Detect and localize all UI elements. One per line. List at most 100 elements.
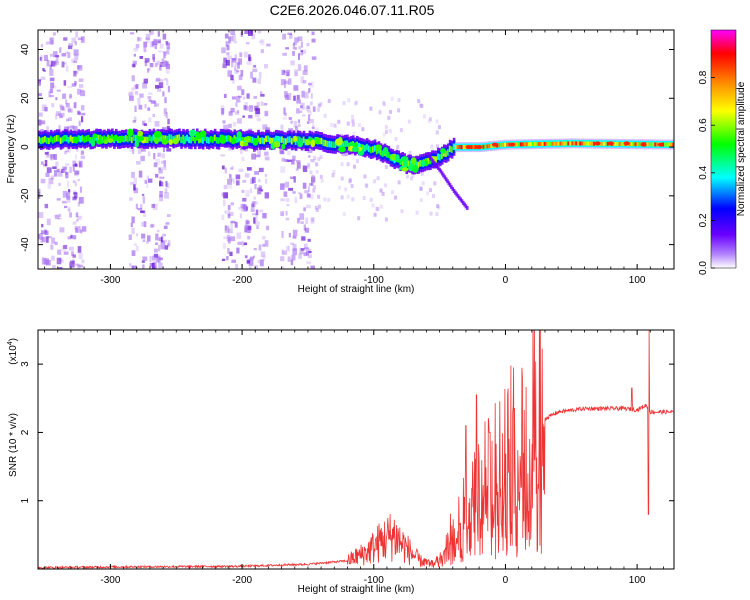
spectrogram-noise-cell <box>248 258 254 266</box>
spectrogram-noise-cell <box>57 170 63 177</box>
spectrogram-noise-cell <box>258 185 263 191</box>
spectrogram-noise-cell <box>232 122 237 127</box>
spectrogram-noise-cell <box>164 245 169 250</box>
spectrogram-noise-cell <box>65 163 70 166</box>
spectrogram-noise-cell <box>407 119 411 124</box>
spectrogram-noise-cell <box>250 188 253 193</box>
spectrogram-noise-cell <box>224 225 230 233</box>
spectrogram-noise-cell <box>56 111 61 117</box>
spectrogram-noise-cell <box>149 263 154 267</box>
spectrogram-noise-cell <box>256 225 259 229</box>
spectrogram-noise-cell <box>133 53 136 57</box>
spectrogram-noise-cell <box>64 151 67 155</box>
spectrogram-peak-blob <box>509 142 515 147</box>
spectrogram-ridge-core <box>257 135 260 142</box>
spectrogram-ridge-core <box>648 142 651 147</box>
spectrogram-ridge-core <box>296 136 300 143</box>
spectrogram-noise-cell <box>156 77 161 82</box>
spectrogram-ridge-core <box>358 143 361 150</box>
spectrogram-noise-cell <box>264 151 269 156</box>
spectrogram-noise-cell <box>299 110 303 113</box>
spectrogram-noise-cell <box>254 201 258 205</box>
spectrogram-noise-cell <box>153 253 159 258</box>
spectrogram-noise-cell <box>157 31 160 37</box>
spectrogram-noise-cell <box>75 149 79 152</box>
spectrogram-noise-cell <box>225 40 228 47</box>
spectrogram-noise-cell <box>288 117 292 120</box>
spectrogram-ridge-core <box>399 158 403 166</box>
spectrogram-noise-cell <box>344 187 348 192</box>
spectrogram-noise-cell <box>419 186 423 191</box>
spectrogram-ridge-core <box>620 142 624 146</box>
spectrogram-noise-cell <box>77 65 83 71</box>
spectrogram-ridge-core <box>450 146 454 153</box>
spectrogram-noise-cell <box>363 174 367 179</box>
spectrogram-noise-cell <box>280 166 286 173</box>
spectrogram-noise-cell <box>286 69 290 77</box>
spectrogram-noise-cell <box>128 234 132 240</box>
spectrogram-noise-cell <box>235 174 241 180</box>
spectrogram-noise-cell <box>63 80 67 86</box>
spectrogram-noise-cell <box>246 167 252 171</box>
spectrogram-noise-cell <box>280 198 285 202</box>
spectrogram-noise-cell <box>230 220 236 224</box>
spectrogram-noise-cell <box>152 113 155 117</box>
spectrogram-noise-cell <box>51 237 56 244</box>
spectrogram-noise-cell <box>137 98 141 105</box>
spectrogram-noise-cell <box>157 86 162 92</box>
spectrogram-ridge-core <box>294 138 298 145</box>
spectrogram-hot-spot <box>400 156 409 162</box>
spectrogram-noise-cell <box>309 183 313 186</box>
spectrogram-noise-cell <box>146 181 149 188</box>
spectrogram-hot-spot <box>352 146 359 153</box>
spectrogram-noise-cell <box>230 74 234 81</box>
spectrogram-peak-blob <box>640 142 647 147</box>
spectrogram-ridge-core <box>612 141 616 146</box>
spectrogram-ridge-core <box>535 142 539 147</box>
spectrogram-ridge-core <box>322 139 325 146</box>
spectrogram-noise-cell <box>235 263 238 269</box>
spectrogram-noise-cell <box>160 236 164 243</box>
spectrogram-noise-cell <box>66 118 69 122</box>
spectrogram-ridge-core <box>282 137 286 145</box>
spectrogram-noise-cell <box>130 181 134 185</box>
spectrogram-ridge-core <box>269 137 272 144</box>
spectrogram-ridge-core <box>45 137 49 144</box>
spectrogram-noise-cell <box>246 93 250 99</box>
spectrogram-noise-cell <box>340 162 344 167</box>
spectrogram-ridge-core <box>521 142 525 147</box>
spectrogram-noise-cell <box>436 144 439 149</box>
spectrogram-ridge-core <box>458 145 462 150</box>
spectrogram-noise-cell <box>38 119 42 126</box>
spectrogram-noise-cell <box>297 124 301 127</box>
spectrogram-hot-spot <box>410 157 417 165</box>
spectrogram-noise-cell <box>430 144 434 149</box>
spectrogram-ridge-core <box>585 141 588 146</box>
spectrogram-ridge-core <box>81 135 85 142</box>
spectrogram-noise-cell <box>147 96 152 99</box>
spectrogram-ridge-core <box>650 142 653 147</box>
spectrogram-noise-cell <box>140 204 143 210</box>
spectrogram-noise-cell <box>138 104 143 110</box>
spectrogram-noise-cell <box>280 183 285 190</box>
spectrogram-noise-cell <box>227 248 230 254</box>
colorbar-gradient <box>710 29 737 269</box>
spectrogram-noise-cell <box>258 179 261 183</box>
spectrogram-ridge-core <box>654 142 657 147</box>
spectrogram-noise-cell <box>306 250 309 256</box>
spectrogram-ridge-core <box>565 141 568 146</box>
spectrogram-noise-cell <box>164 97 167 104</box>
spectrogram-noise-cell <box>62 93 67 99</box>
spectrogram-noise-cell <box>353 101 357 106</box>
spectrogram-noise-cell <box>253 96 258 99</box>
spectrogram-noise-cell <box>153 162 158 168</box>
spectrogram-noise-cell <box>237 62 240 69</box>
spectrogram-noise-cell <box>308 83 312 86</box>
spectrogram-noise-cell <box>244 173 250 178</box>
spectrogram-noise-cell <box>235 102 238 107</box>
spectrogram-ridge-core <box>265 135 268 143</box>
spectrogram-noise-cell <box>223 124 228 132</box>
spectrogram-noise-cell <box>319 174 323 179</box>
spectrogram-noise-cell <box>433 181 437 186</box>
